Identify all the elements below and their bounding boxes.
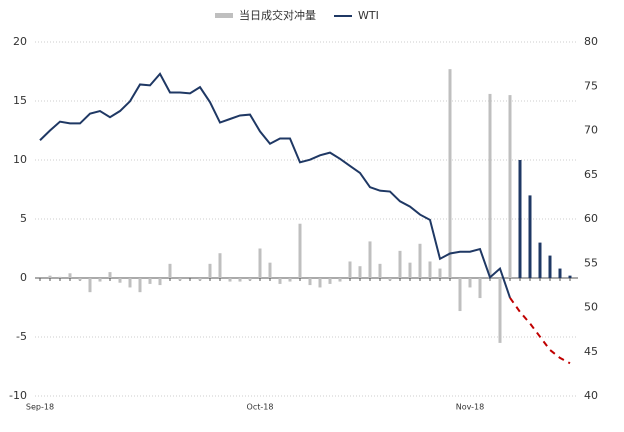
bar	[528, 195, 532, 278]
bar	[418, 243, 422, 278]
bar	[278, 278, 282, 284]
bar	[58, 276, 62, 278]
bar	[78, 278, 82, 281]
bar	[548, 255, 552, 278]
bar	[308, 278, 312, 286]
bar	[218, 253, 222, 278]
bar	[558, 268, 562, 278]
x-tick-label: Sep-18	[26, 403, 54, 412]
y2-tick-label: 45	[584, 345, 598, 358]
y-tick-label: 0	[20, 271, 27, 284]
y2-tick-label: 70	[584, 124, 598, 137]
y-tick-label: 5	[20, 212, 27, 225]
bar	[488, 93, 492, 278]
bar	[298, 223, 302, 278]
bar	[248, 278, 252, 281]
bar	[328, 278, 332, 284]
x-tick-label: Oct-18	[247, 403, 274, 412]
bar	[478, 278, 482, 299]
y-tick-label: 10	[13, 153, 27, 166]
bar	[408, 262, 412, 278]
bar	[208, 263, 212, 278]
bar	[148, 278, 152, 284]
bar	[508, 95, 512, 278]
bar	[318, 278, 322, 288]
bar	[178, 278, 182, 281]
y2-tick-label: 40	[584, 389, 598, 402]
bar	[348, 261, 352, 278]
y2-tick-label: 75	[584, 79, 598, 92]
line	[39, 72, 511, 299]
bar	[378, 263, 382, 278]
bar	[238, 278, 242, 282]
bar	[468, 278, 472, 288]
y2-tick-label: 60	[584, 212, 598, 225]
bar	[398, 250, 402, 278]
bar	[138, 278, 142, 293]
bar	[498, 278, 502, 343]
bar	[108, 272, 112, 278]
bar	[368, 241, 372, 278]
bar	[118, 278, 122, 283]
line	[509, 297, 571, 365]
bar	[428, 261, 432, 278]
bar	[158, 278, 162, 286]
legend-label: WTI	[358, 9, 379, 22]
legend-label: 当日成交对冲量	[239, 8, 316, 22]
bar	[458, 278, 462, 312]
y2-tick-label: 50	[584, 301, 598, 314]
y-tick-label: 15	[13, 94, 27, 107]
bar	[568, 275, 572, 278]
bar	[68, 273, 72, 278]
bar	[48, 275, 52, 278]
x-tick-label: Nov-18	[456, 403, 484, 412]
y-tick-label: -5	[16, 330, 27, 343]
y2-tick-label: 65	[584, 168, 598, 181]
bar	[358, 266, 362, 278]
bar	[228, 278, 232, 282]
y-tick-label: -10	[9, 389, 27, 402]
bar	[198, 278, 202, 281]
bar	[168, 263, 172, 278]
bar	[258, 248, 262, 278]
bar	[438, 268, 442, 278]
bar	[518, 160, 522, 278]
bar	[388, 278, 392, 281]
y-tick-label: 20	[13, 35, 27, 48]
y2-tick-label: 80	[584, 35, 598, 48]
bar	[128, 278, 132, 288]
bar	[268, 262, 272, 278]
bar	[98, 278, 102, 282]
bar	[288, 278, 292, 282]
bar	[88, 278, 92, 293]
bar	[338, 278, 342, 282]
bar	[538, 242, 542, 278]
bar	[448, 69, 452, 278]
legend-swatch	[215, 13, 233, 18]
y2-tick-label: 55	[584, 256, 598, 269]
